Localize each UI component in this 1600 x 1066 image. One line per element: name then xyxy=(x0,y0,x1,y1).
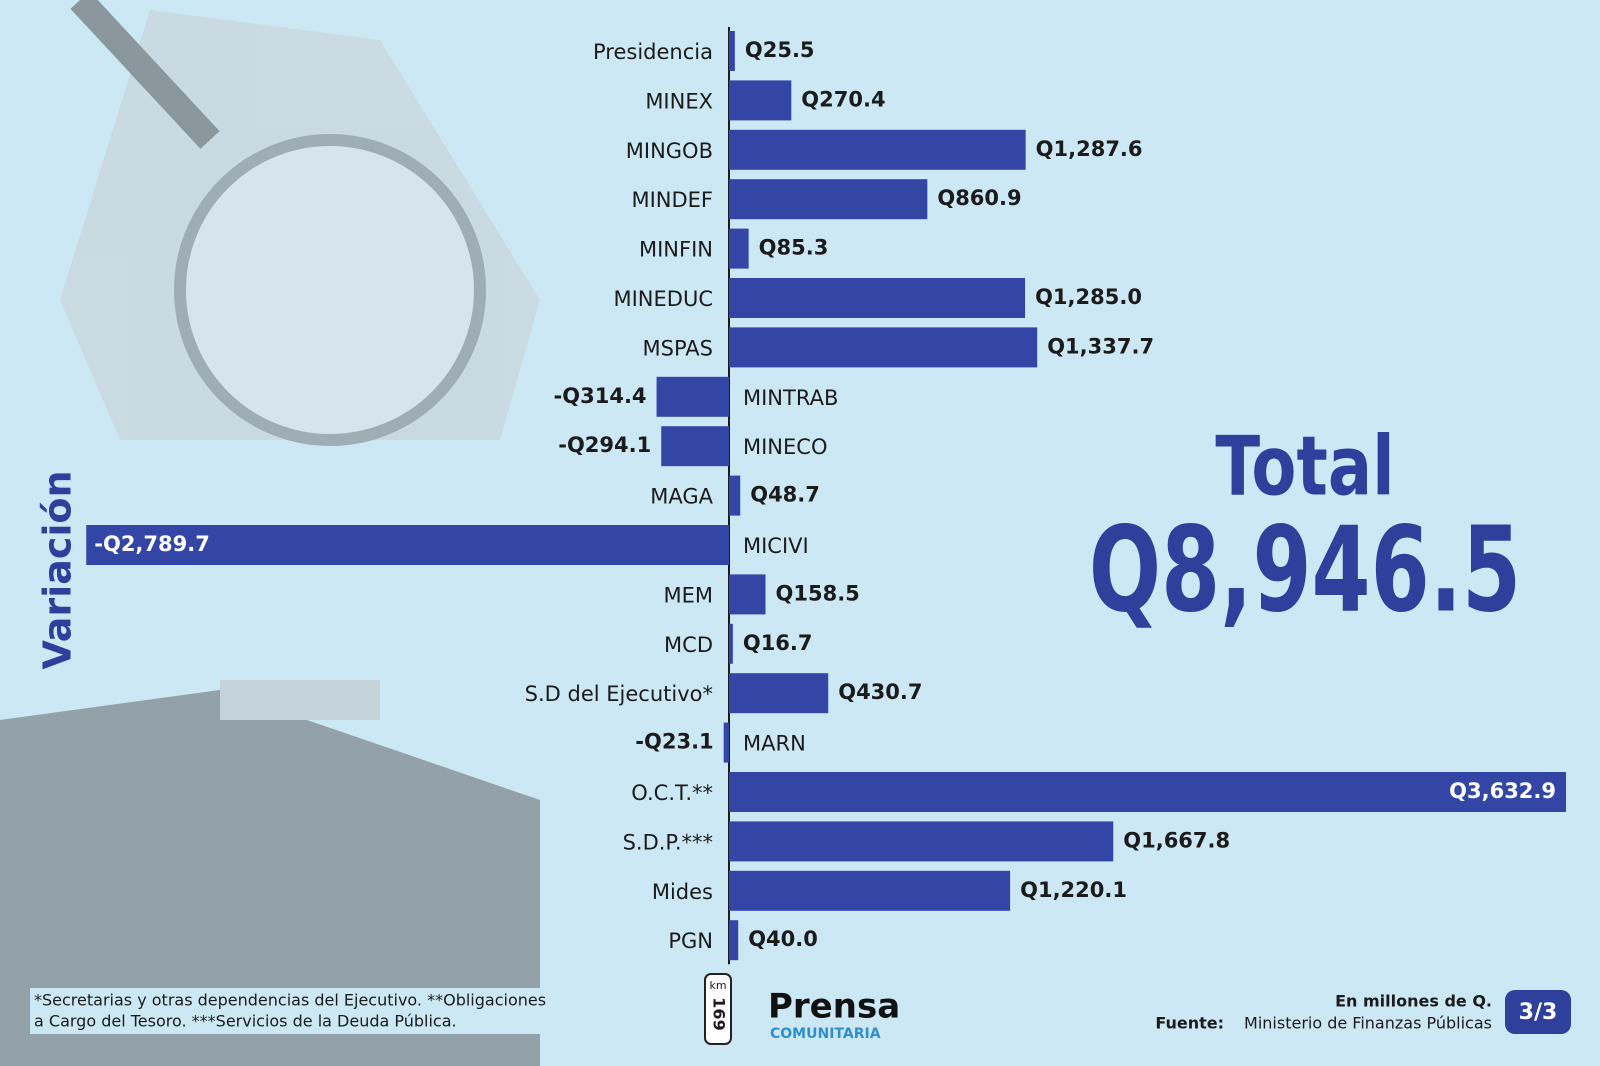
value-label: Q25.5 xyxy=(745,38,815,62)
logo-sign: km xyxy=(709,979,726,992)
bar xyxy=(729,623,733,664)
bar xyxy=(729,870,1011,911)
value-label: -Q294.1 xyxy=(558,433,651,457)
total-title: Total xyxy=(1215,418,1394,514)
category-label: MINDEF xyxy=(631,188,713,212)
category-label: MINFIN xyxy=(639,238,713,262)
bar xyxy=(86,525,730,565)
category-label: MCD xyxy=(664,633,713,657)
footnote-box xyxy=(30,988,570,1034)
value-label: Q16.7 xyxy=(743,631,813,655)
value-label: Q1,337.7 xyxy=(1047,334,1154,358)
photo-building xyxy=(0,680,540,1066)
category-label: S.D del Ejecutivo* xyxy=(525,682,713,706)
source-label: Fuente: xyxy=(1155,1014,1224,1033)
logo-name: Prensa xyxy=(768,987,900,1027)
category-label: PGN xyxy=(668,929,713,953)
units: En millones de Q. xyxy=(1335,992,1492,1011)
axis-label: Variación xyxy=(36,470,80,669)
bar xyxy=(729,327,1038,368)
value-label: -Q314.4 xyxy=(554,384,647,408)
logo: km 169 Prensa COMUNITARIA xyxy=(704,973,900,1045)
value-label: Q48.7 xyxy=(750,483,820,507)
bar xyxy=(729,673,829,714)
footnote: *Secretarias y otras dependencias del Ej… xyxy=(34,991,546,1010)
source: Ministerio de Finanzas Públicas xyxy=(1244,1014,1492,1033)
category-label: O.C.T.** xyxy=(631,781,713,805)
category-label: MICIVI xyxy=(743,534,809,558)
value-label: -Q23.1 xyxy=(635,730,713,754)
bar xyxy=(729,475,741,516)
category-label: MARN xyxy=(743,732,806,756)
bar xyxy=(729,129,1026,170)
value-label: Q40.0 xyxy=(748,927,818,951)
value-label: Q1,287.6 xyxy=(1036,137,1143,161)
total-value: Q8,946.5 xyxy=(1089,503,1521,640)
category-label: MINEX xyxy=(645,89,713,113)
category-label: MSPAS xyxy=(643,336,713,360)
value-label: Q430.7 xyxy=(838,680,922,704)
logo-sub: COMUNITARIA xyxy=(770,1026,881,1042)
value-label: Q158.5 xyxy=(776,581,860,605)
page-badge xyxy=(1505,990,1571,1034)
category-label: MAGA xyxy=(650,485,713,509)
value-label: Q1,667.8 xyxy=(1123,828,1230,852)
value-label: Q3,632.9 xyxy=(1449,779,1556,803)
category-label: MINECO xyxy=(743,435,827,459)
footnote: a Cargo del Tesoro. ***Servicios de la D… xyxy=(34,1012,457,1031)
bar xyxy=(729,821,1114,862)
category-label: MEM xyxy=(663,583,713,607)
bar xyxy=(729,228,749,269)
value-label: Q85.3 xyxy=(759,236,829,260)
category-label: Mides xyxy=(652,880,713,904)
logo-sign: 169 xyxy=(710,997,729,1030)
value-label: -Q2,789.7 xyxy=(94,532,210,556)
value-label: Q1,285.0 xyxy=(1035,285,1142,309)
bar xyxy=(729,278,1026,318)
category-label: MINTRAB xyxy=(743,386,838,410)
category-label: MINEDUC xyxy=(614,287,714,311)
page-number: 3/3 xyxy=(1519,1000,1558,1025)
bar xyxy=(723,722,729,763)
bar xyxy=(729,772,1567,812)
photo-money xyxy=(60,0,540,446)
category-label: MINGOB xyxy=(626,139,713,163)
value-label: Q860.9 xyxy=(937,186,1021,210)
value-label: Q1,220.1 xyxy=(1020,878,1127,902)
category-label: S.D.P.*** xyxy=(623,830,713,854)
bar xyxy=(661,426,729,467)
bar xyxy=(729,179,928,220)
value-label: Q270.4 xyxy=(801,87,885,111)
bar xyxy=(729,31,735,71)
bar xyxy=(729,80,792,121)
bar xyxy=(729,574,766,615)
bar xyxy=(729,920,739,961)
category-label: Presidencia xyxy=(593,40,713,64)
bar xyxy=(656,376,729,417)
